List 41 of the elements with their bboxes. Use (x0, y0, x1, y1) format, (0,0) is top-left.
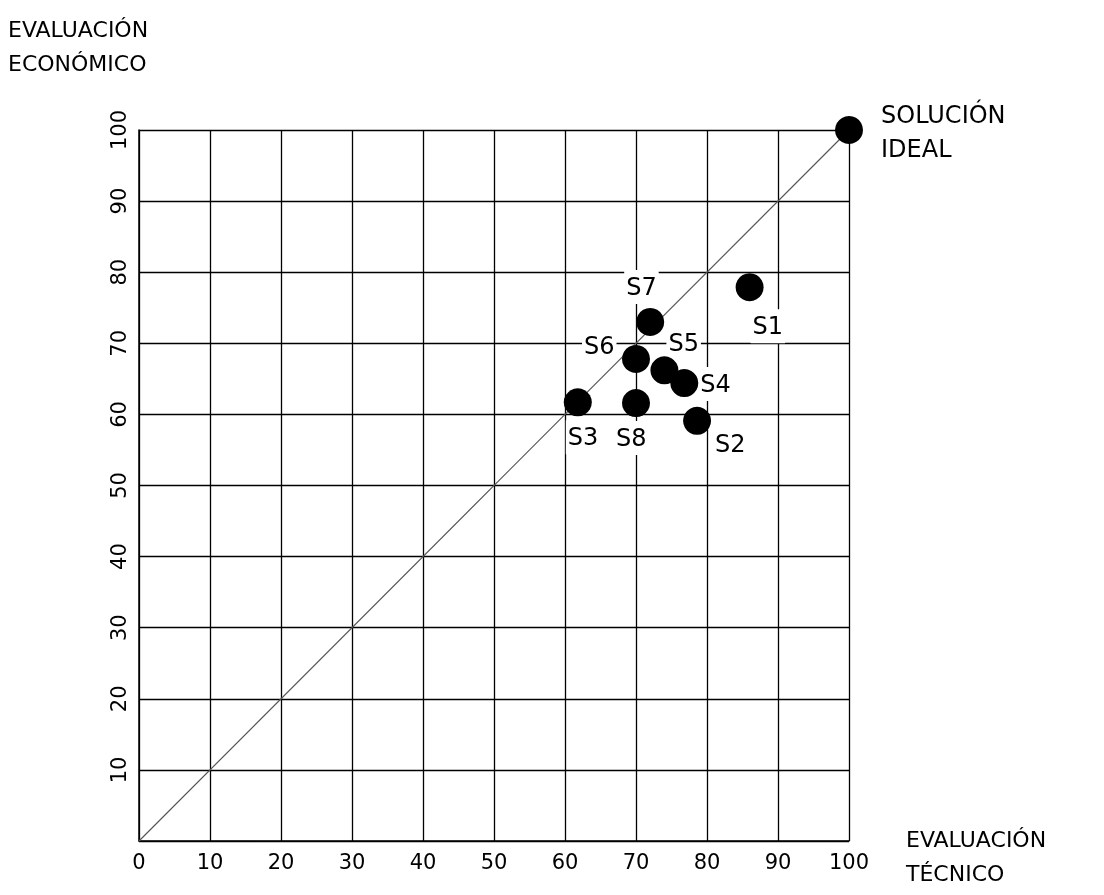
annotation: SOLUCIÓN IDEAL (881, 99, 1006, 163)
point (622, 344, 650, 373)
x-tick-label: 30 (338, 849, 366, 874)
annotation: S1 (752, 312, 784, 341)
annotation: S7 (626, 272, 657, 301)
y-tick-label: 20 (106, 685, 131, 713)
x-tick-label: 80 (693, 849, 721, 874)
point (735, 273, 764, 302)
point (563, 388, 592, 417)
y-tick-label: 30 (106, 614, 131, 642)
point (670, 369, 699, 398)
point (622, 389, 650, 418)
annotation: S4 (700, 370, 731, 399)
y-tick-label: 50 (106, 472, 131, 499)
x-tick-label: 70 (622, 849, 650, 874)
y-tick-label: 40 (106, 543, 131, 570)
x-tick-label: 90 (764, 849, 792, 874)
annotation: S8 (616, 424, 647, 453)
y-tick-label: 10 (106, 756, 131, 784)
x-tick-label: 10 (196, 849, 224, 874)
annotation: S3 (567, 423, 599, 452)
y-tick-label: 60 (106, 401, 131, 428)
x-tick-label: 40 (409, 849, 437, 874)
point (636, 307, 665, 336)
point (835, 116, 863, 144)
x-tick-label: 100 (828, 849, 870, 874)
point (683, 406, 712, 435)
y-tick-label: 80 (106, 258, 131, 286)
x-tick-label: 50 (480, 849, 508, 874)
x-tick-label: 0 (132, 849, 146, 874)
x-axis-title: EVALUACIÓN TÉCNICO (905, 826, 1047, 886)
annotation: S2 (715, 429, 746, 458)
x-tick-label: 60 (551, 849, 579, 874)
y-tick-label: 90 (106, 187, 131, 215)
annotation: S5 (668, 329, 699, 358)
point (650, 356, 679, 385)
y-axis-title: EVALUACIÓN ECONÓMICO (8, 16, 149, 76)
y-tick-label: 100 (106, 109, 131, 151)
y-tick-label: 70 (106, 329, 131, 357)
x-tick-label: 20 (267, 849, 295, 874)
annotation: S6 (584, 331, 615, 360)
